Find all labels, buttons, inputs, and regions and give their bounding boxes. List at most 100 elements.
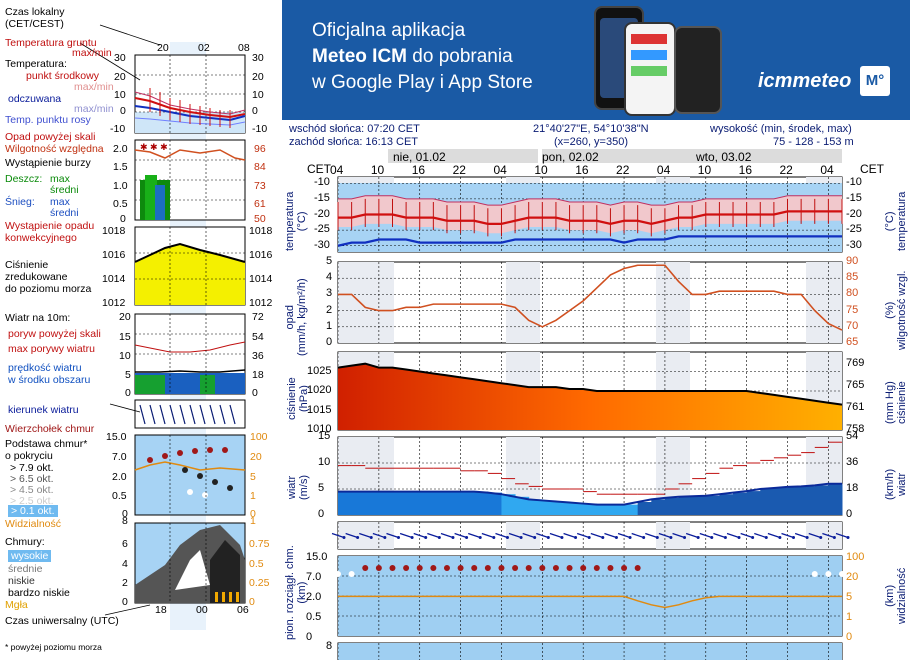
night-band	[806, 177, 842, 252]
legend-rain: Deszcz:	[5, 173, 43, 185]
temp-ylabel-left: temperatura (°C)	[284, 191, 308, 251]
wind-tick-right: 0	[846, 508, 853, 520]
legend-pressure: Ciśnienie zredukowane do poziomu morza	[5, 259, 92, 295]
cloud-top-dot	[607, 565, 614, 571]
visibility-tick-right: 100	[846, 551, 865, 563]
cloud-top-dot	[375, 565, 382, 571]
wind-arrow	[372, 532, 386, 539]
wind-arrow	[699, 532, 712, 539]
legend-precip-panel: ✱ ✱ ✱	[134, 139, 246, 221]
wind-arrow-head	[805, 536, 809, 539]
wind-arrow-head	[478, 536, 482, 539]
legend-tick-temp-l-1: 30	[114, 52, 126, 64]
wind-bar	[501, 494, 516, 515]
legend-cloud-base: Podstawa chmur* o pokryciu	[5, 438, 88, 462]
night-band	[506, 522, 540, 549]
wind-bar	[433, 491, 448, 515]
legend-tick-w-2: 15	[119, 331, 131, 343]
humidity-tick-right: 75	[846, 303, 859, 316]
humidity-tick-right: 80	[846, 287, 859, 300]
legend-tick-cbr-4: 1	[250, 490, 256, 502]
night-band	[506, 437, 540, 515]
humidity-line	[338, 264, 843, 331]
legend-okt5: > 0.1 okt.	[8, 505, 58, 517]
pressure-tick-left: 1025	[307, 364, 332, 377]
legend-bottom-tick-1: 18	[155, 604, 167, 616]
wind-arrow-head	[587, 536, 591, 539]
legend-precip-above: Opad powyżej skali	[5, 131, 96, 143]
temp-sky	[338, 183, 842, 252]
wind-arrow	[794, 532, 808, 539]
wind-bar	[351, 491, 366, 515]
wind-ylabel-right: (km/h) wiatr	[884, 468, 908, 500]
wind-arrow	[399, 532, 413, 539]
legend-wind-speed: prędkość wiatru w środku obszaru	[8, 362, 91, 386]
legend-tick-cbr-3: 5	[250, 471, 256, 483]
temp-ylabel-right: (°C) temperatura	[884, 191, 908, 251]
wind-arrow	[713, 532, 726, 539]
cloud-top-dot	[552, 565, 559, 571]
legend-rain-avg: średni	[50, 184, 79, 196]
wind-bar	[392, 491, 407, 515]
cloud-tick-left: 15.0	[306, 551, 328, 563]
legend-tick-temp-r-4: 0	[252, 105, 258, 117]
pressure-tick-right: 769	[846, 357, 865, 369]
legend-wind-panel	[134, 313, 246, 395]
legend-top-tick-2: 02	[198, 42, 210, 54]
wind-arrow	[658, 532, 672, 539]
hour-tick-label: 22	[616, 163, 630, 177]
wind-arrow-head	[342, 536, 346, 539]
legend-wind-title: Wiatr na 10m:	[5, 312, 71, 324]
precip-tick-left: 1	[326, 319, 333, 332]
legend-tick-temp-l-2: 20	[114, 71, 126, 83]
wind-arrow	[468, 532, 481, 539]
visibility-line	[338, 595, 842, 609]
legend-charts: ✱ ✱ ✱	[79, 24, 246, 630]
legend-tick-w-1: 20	[119, 311, 131, 323]
legend-rain-max: max	[50, 173, 70, 185]
wind-tick-right: 54	[846, 430, 859, 442]
legend-tick-temp-l-4: 0	[120, 105, 126, 117]
legend-temp-mid: punkt środkowy	[26, 70, 99, 82]
wind-bar	[406, 491, 421, 515]
temp-tick-left: -25	[314, 223, 330, 236]
wind-arrow	[413, 532, 426, 539]
visibility-tick-right: 0	[846, 631, 853, 643]
legend-tick-p-1: 2.0	[113, 143, 128, 155]
wind-bar	[760, 489, 775, 515]
wind-arrow-head	[574, 536, 578, 539]
wind-arrow	[331, 532, 345, 539]
day-label-1: nie, 01.02	[393, 150, 446, 164]
legend-conv-precip: Wystąpienie opadu konwekcyjnego	[5, 220, 95, 244]
app-promo-banner[interactable]: Oficjalna aplikacja Meteo ICM do pobrani…	[282, 0, 910, 120]
precip-tick-left: 0	[326, 336, 333, 348]
wind-bar	[338, 491, 353, 515]
wind-arrow-head	[832, 536, 836, 539]
sunrise-text: wschód słońca: 07:20 CET	[289, 123, 420, 135]
wind-bar	[555, 501, 571, 515]
cloud-top-dot	[593, 565, 600, 571]
wind-arrow-head	[642, 536, 646, 539]
legend-tick-h-1: 96	[254, 143, 266, 155]
panel-wind	[337, 436, 843, 516]
wind-arrow	[754, 532, 767, 539]
legend-tick-vis-l: 8	[122, 515, 128, 527]
cloudbase-ylabel-right: (km) widzialność	[884, 567, 908, 624]
wind-arrow-head	[846, 536, 850, 539]
legend-tick-temp-r-5: -10	[252, 123, 268, 135]
wind-arrow	[454, 532, 467, 539]
legend-dew: Temp. punktu rosy	[5, 114, 91, 126]
wind-arrow	[359, 532, 372, 539]
wind-tick-left: 5	[318, 482, 325, 494]
legend-tick-h-5: 50	[254, 213, 266, 225]
pressure-tick-right: 765	[846, 379, 865, 391]
legend-tick-w-4: 5	[125, 369, 131, 381]
legend-tick-temp-r-3: 10	[252, 89, 264, 101]
legend-footnote: * powyżej poziomu morza	[5, 642, 102, 652]
wind-arrow	[685, 532, 699, 539]
banner-line-1: Oficjalna aplikacja	[312, 20, 466, 41]
legend-tick-w-3: 10	[119, 350, 131, 362]
wind-arrow-head	[628, 536, 632, 539]
legend-okt2: > 6.5 okt.	[10, 473, 54, 485]
cloud-sky	[338, 556, 842, 636]
